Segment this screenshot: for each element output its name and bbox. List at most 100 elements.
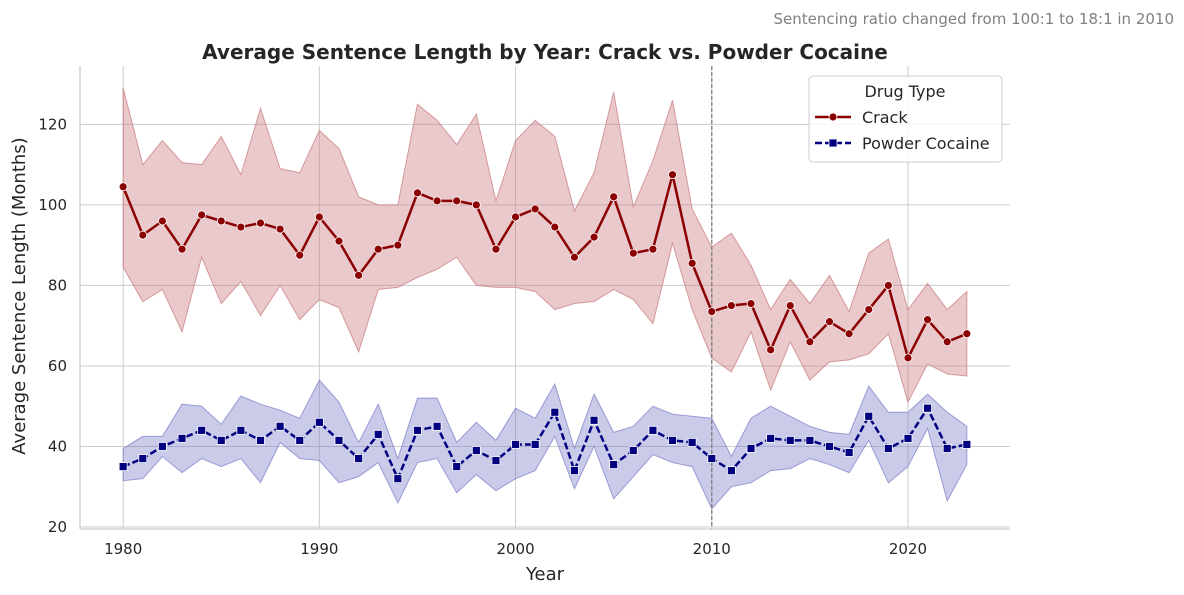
- point-crack-2014: [785, 301, 795, 310]
- point-powder-cocaine-2007: [648, 425, 658, 435]
- point-crack-1996: [432, 196, 442, 206]
- point-powder-cocaine-1996: [432, 421, 442, 431]
- point-powder-cocaine-1993: [373, 429, 383, 439]
- point-crack-2009: [687, 258, 697, 268]
- point-crack-1988: [275, 224, 285, 234]
- x-tick-label-1980: 1980: [104, 540, 142, 558]
- point-crack-1986: [236, 222, 246, 232]
- point-crack-2012: [746, 299, 756, 308]
- legend-title: Drug Type: [864, 82, 945, 101]
- point-powder-cocaine-1991: [334, 436, 344, 445]
- point-powder-cocaine-1998: [471, 446, 481, 455]
- point-crack-2018: [864, 305, 874, 314]
- point-powder-cocaine-1990: [314, 417, 324, 427]
- point-powder-cocaine-2001: [530, 440, 540, 449]
- confidence-band-crack: [122, 88, 968, 404]
- y-tick-label-60: 60: [48, 357, 67, 375]
- point-powder-cocaine-2002: [550, 407, 560, 417]
- point-powder-cocaine-2006: [628, 446, 638, 455]
- point-powder-cocaine-1989: [295, 436, 305, 445]
- point-crack-2019: [883, 281, 893, 290]
- confidence-bands: [122, 88, 968, 510]
- point-powder-cocaine-1992: [354, 454, 364, 463]
- point-powder-cocaine-1987: [256, 436, 265, 445]
- point-crack-1994: [393, 240, 403, 250]
- x-tick-label-2010: 2010: [693, 540, 731, 558]
- point-powder-cocaine-1999: [491, 456, 501, 465]
- point-powder-cocaine-1980: [118, 462, 128, 471]
- point-crack-2015: [805, 337, 815, 347]
- point-powder-cocaine-1983: [177, 434, 187, 443]
- y-tick-label-120: 120: [38, 115, 67, 133]
- point-crack-2008: [668, 170, 677, 180]
- point-powder-cocaine-1982: [158, 442, 167, 451]
- axes: [79, 66, 1010, 530]
- point-powder-cocaine-2008: [668, 436, 677, 445]
- point-powder-cocaine-1985: [216, 436, 226, 445]
- point-powder-cocaine-2010: [707, 454, 717, 463]
- point-powder-cocaine-2017: [844, 448, 854, 457]
- point-crack-2004: [589, 232, 599, 242]
- point-crack-1985: [216, 216, 226, 226]
- point-powder-cocaine-2016: [825, 442, 834, 451]
- point-powder-cocaine-1995: [413, 425, 422, 435]
- point-crack-1983: [177, 244, 187, 254]
- point-crack-2002: [550, 222, 560, 232]
- point-crack-2006: [628, 248, 638, 258]
- chart-annotation: Sentencing ratio changed from 100:1 to 1…: [774, 10, 1175, 28]
- point-crack-1992: [354, 270, 364, 280]
- point-crack-2003: [570, 252, 579, 262]
- point-powder-cocaine-2023: [962, 440, 972, 449]
- point-crack-1991: [334, 236, 344, 246]
- y-tick-label-20: 20: [48, 518, 67, 536]
- point-powder-cocaine-2000: [511, 440, 520, 449]
- point-powder-cocaine-2004: [589, 415, 599, 425]
- chart-title: Average Sentence Length by Year: Crack v…: [202, 40, 888, 64]
- legend: Drug Type Crack Powder Cocaine: [808, 75, 1003, 163]
- point-powder-cocaine-1997: [452, 462, 462, 471]
- point-crack-2000: [511, 212, 520, 222]
- point-crack-2016: [825, 317, 834, 327]
- point-powder-cocaine-2003: [570, 466, 579, 476]
- point-powder-cocaine-1984: [197, 425, 207, 435]
- x-tick-label-2000: 2000: [496, 540, 534, 558]
- confidence-band-powder-cocaine: [122, 379, 968, 510]
- point-crack-2013: [766, 345, 776, 355]
- point-crack-1989: [295, 250, 305, 260]
- point-powder-cocaine-2014: [785, 436, 795, 445]
- point-powder-cocaine-2021: [923, 403, 932, 413]
- point-crack-1993: [373, 244, 383, 254]
- point-crack-2010: [707, 307, 717, 316]
- legend-marker-powder-cocaine: [828, 138, 838, 148]
- point-crack-1980: [118, 182, 128, 192]
- legend-label-powder-cocaine: Powder Cocaine: [862, 134, 990, 153]
- point-crack-2021: [923, 315, 932, 325]
- legend-marker-crack: [828, 112, 838, 122]
- series-markers: [118, 170, 972, 484]
- point-crack-1997: [452, 196, 462, 206]
- y-tick-label-40: 40: [48, 437, 67, 455]
- point-crack-2011: [726, 301, 736, 310]
- legend-box: [808, 75, 1003, 163]
- point-crack-1990: [314, 212, 324, 222]
- point-powder-cocaine-2005: [609, 460, 619, 469]
- x-axis-label: Year: [525, 564, 565, 585]
- legend-label-crack: Crack: [862, 108, 908, 127]
- point-crack-1981: [138, 230, 148, 240]
- point-powder-cocaine-1981: [138, 454, 148, 463]
- point-crack-2020: [903, 353, 913, 363]
- point-powder-cocaine-1994: [393, 474, 403, 484]
- point-crack-2001: [530, 204, 540, 214]
- point-powder-cocaine-2015: [805, 436, 815, 445]
- point-powder-cocaine-2019: [883, 444, 893, 453]
- point-crack-1998: [471, 200, 481, 210]
- y-tick-label-80: 80: [48, 276, 67, 294]
- point-powder-cocaine-2020: [903, 434, 913, 443]
- point-crack-1982: [158, 216, 167, 226]
- point-crack-2023: [962, 329, 972, 339]
- point-crack-2017: [844, 329, 854, 339]
- point-crack-1995: [413, 188, 422, 198]
- point-crack-2005: [609, 192, 619, 202]
